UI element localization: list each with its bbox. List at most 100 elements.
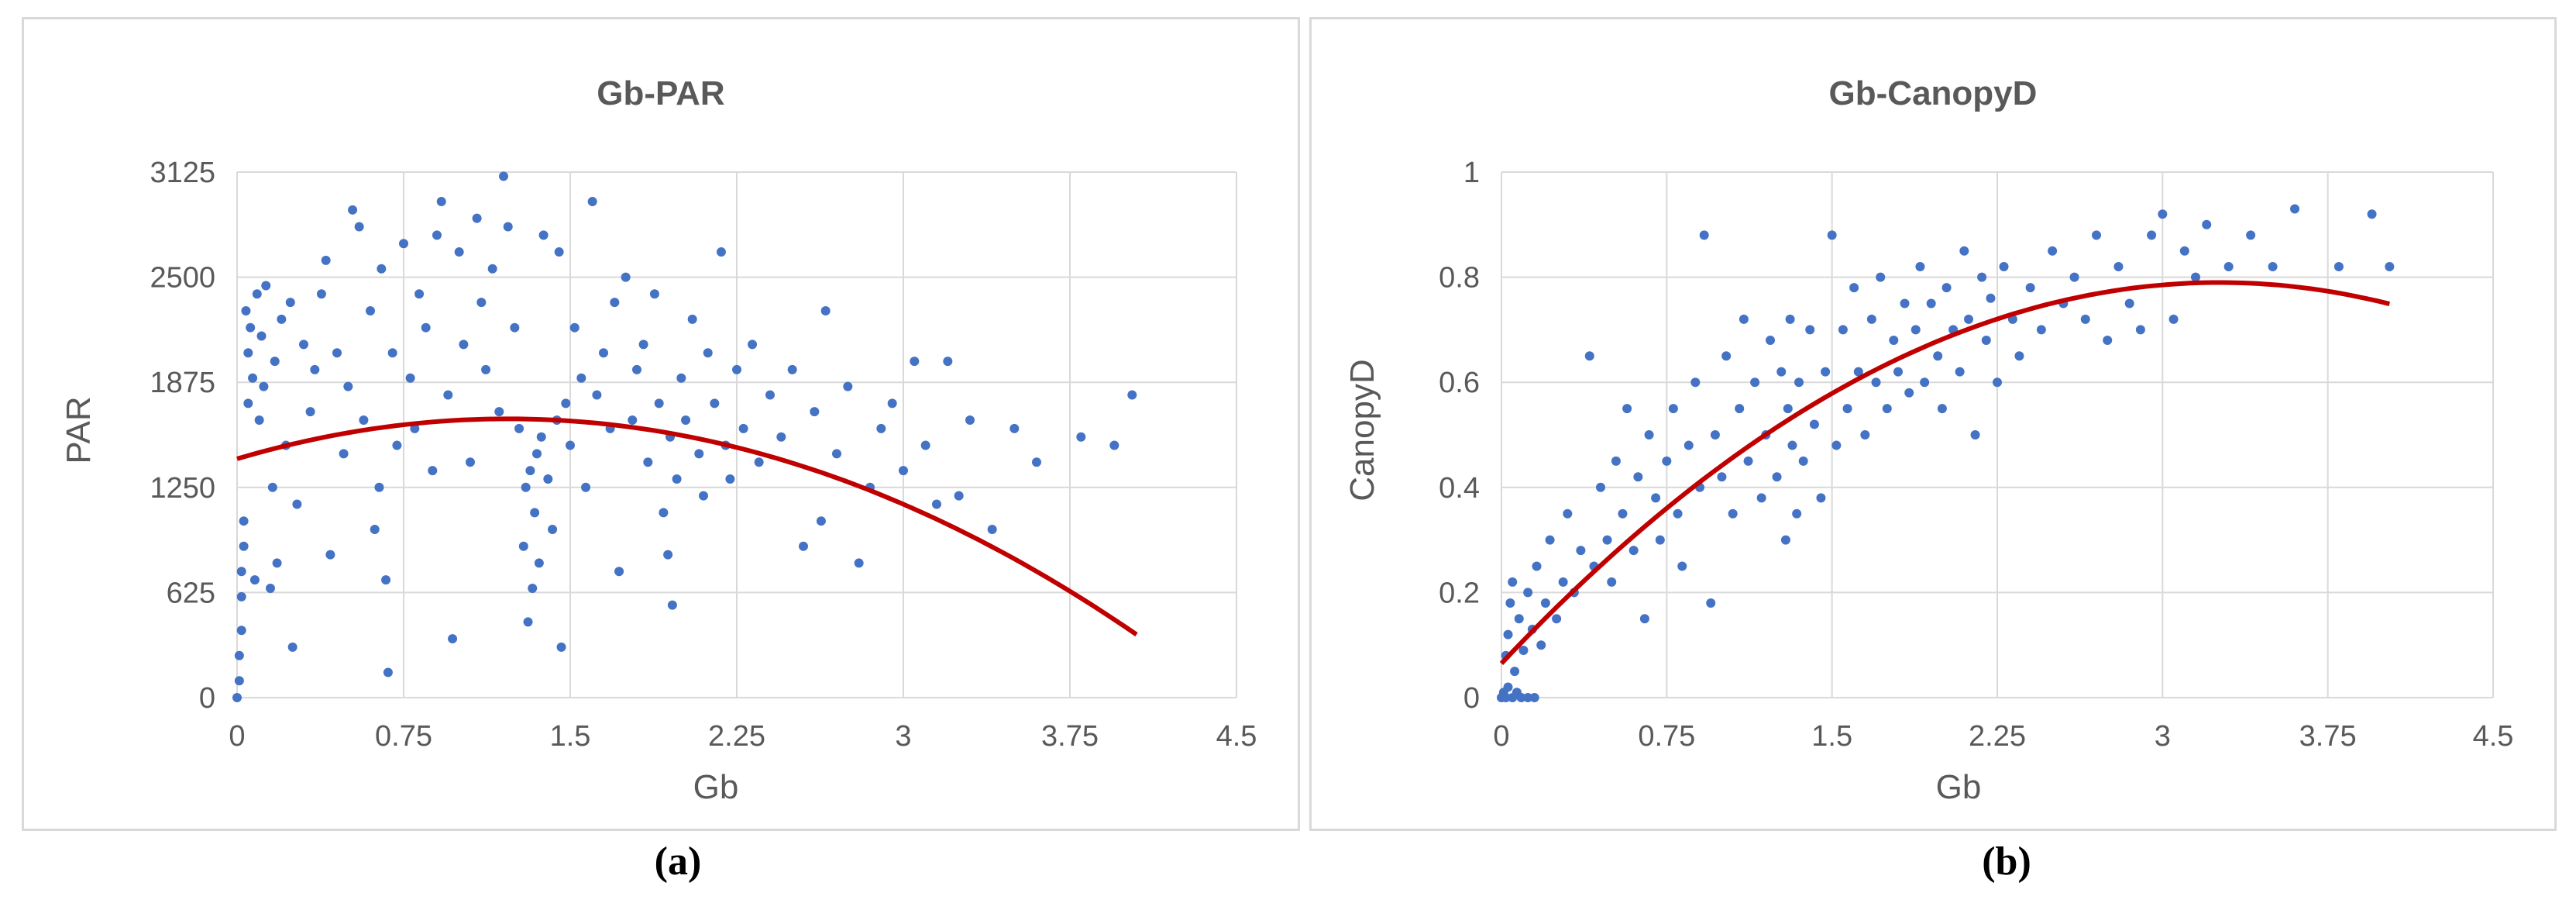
data-point [1933,351,1943,361]
data-point [1717,472,1727,482]
data-point [2179,246,2189,256]
data-point [428,466,438,476]
trend-line [236,416,1138,637]
x-tick-label: 1.5 [550,720,591,753]
trend-line [1499,280,2391,665]
data-point [359,415,369,426]
data-point [2223,262,2234,272]
data-point [287,642,297,652]
x-tick-label: 3 [2155,720,2171,753]
data-point [1904,388,1914,398]
data-point [628,415,638,426]
data-point [2103,335,2113,345]
data-point [1809,419,1819,429]
data-point [1993,377,2002,388]
x-tick-label: 0.75 [1638,720,1695,753]
data-point [1821,367,1831,377]
data-point [534,558,544,568]
y-tick-label: 0.2 [1439,577,1480,609]
x-tick-label: 4.5 [2473,720,2514,753]
data-point [943,357,953,367]
data-point [530,508,540,518]
y-tick-label: 1875 [150,367,215,399]
data-point [1540,598,1550,608]
data-point [920,440,930,450]
data-point [556,642,566,652]
data-point [2025,283,2035,293]
data-point [1611,456,1621,466]
data-point [659,508,669,518]
data-point [1651,493,1661,503]
data-point [454,247,464,257]
data-point [339,449,349,459]
data-point [1673,508,1683,519]
data-point [1710,430,1720,439]
data-point [1721,351,1732,361]
data-point [672,474,682,484]
data-point [843,381,853,391]
data-point [1009,423,1020,433]
data-point [399,239,408,249]
x-axis-label: Gb [693,768,739,806]
data-point [2202,219,2212,229]
data-point [1633,472,1643,482]
data-point [246,322,256,333]
data-point [748,340,758,350]
data-point [249,575,260,585]
x-axis-label: Gb [1936,768,1982,806]
data-point [236,591,246,601]
data-point [1937,404,1947,414]
data-point [1662,456,1672,466]
data-point [1558,577,1568,587]
data-point [1563,508,1573,519]
data-point [614,567,624,577]
chart-title: Gb-CanopyD [1829,74,2038,112]
data-point [2158,209,2168,219]
y-tick-label: 2500 [150,262,215,295]
data-point [494,407,504,417]
data-point [2014,351,2024,361]
data-point [2092,230,2101,240]
data-point [1644,430,1654,439]
data-point [561,398,571,408]
data-point [710,398,720,408]
data-point [1831,440,1842,450]
data-point [816,516,826,526]
data-point [272,558,282,568]
data-point [1794,377,1804,388]
data-point [1882,404,1892,414]
data-point [1510,667,1520,677]
data-point [523,617,533,627]
data-point [421,322,431,333]
data-point [1955,367,1965,377]
data-point [587,196,597,206]
data-point [1639,614,1649,624]
data-point [325,550,335,560]
data-point [321,255,331,265]
data-point [725,474,735,484]
data-point [377,264,387,274]
data-point [392,440,402,450]
data-point [832,449,841,459]
data-point [1677,561,1687,571]
data-point [259,381,269,391]
data-point [514,423,524,433]
data-point [592,390,602,400]
data-point [405,373,415,383]
data-point [466,457,475,467]
data-point [432,230,442,240]
data-point [2135,325,2145,335]
data-point [1893,367,1903,377]
data-point [1750,377,1760,388]
caption-b: (b) [1982,839,2031,884]
data-point [261,281,271,291]
data-point [381,575,391,585]
data-point [2246,230,2256,240]
data-point [1911,325,1921,335]
data-point [1628,546,1639,556]
data-point [1076,432,1086,442]
data-point [887,398,897,408]
data-point [234,650,244,660]
data-point [820,305,831,315]
data-point [1964,314,1974,324]
